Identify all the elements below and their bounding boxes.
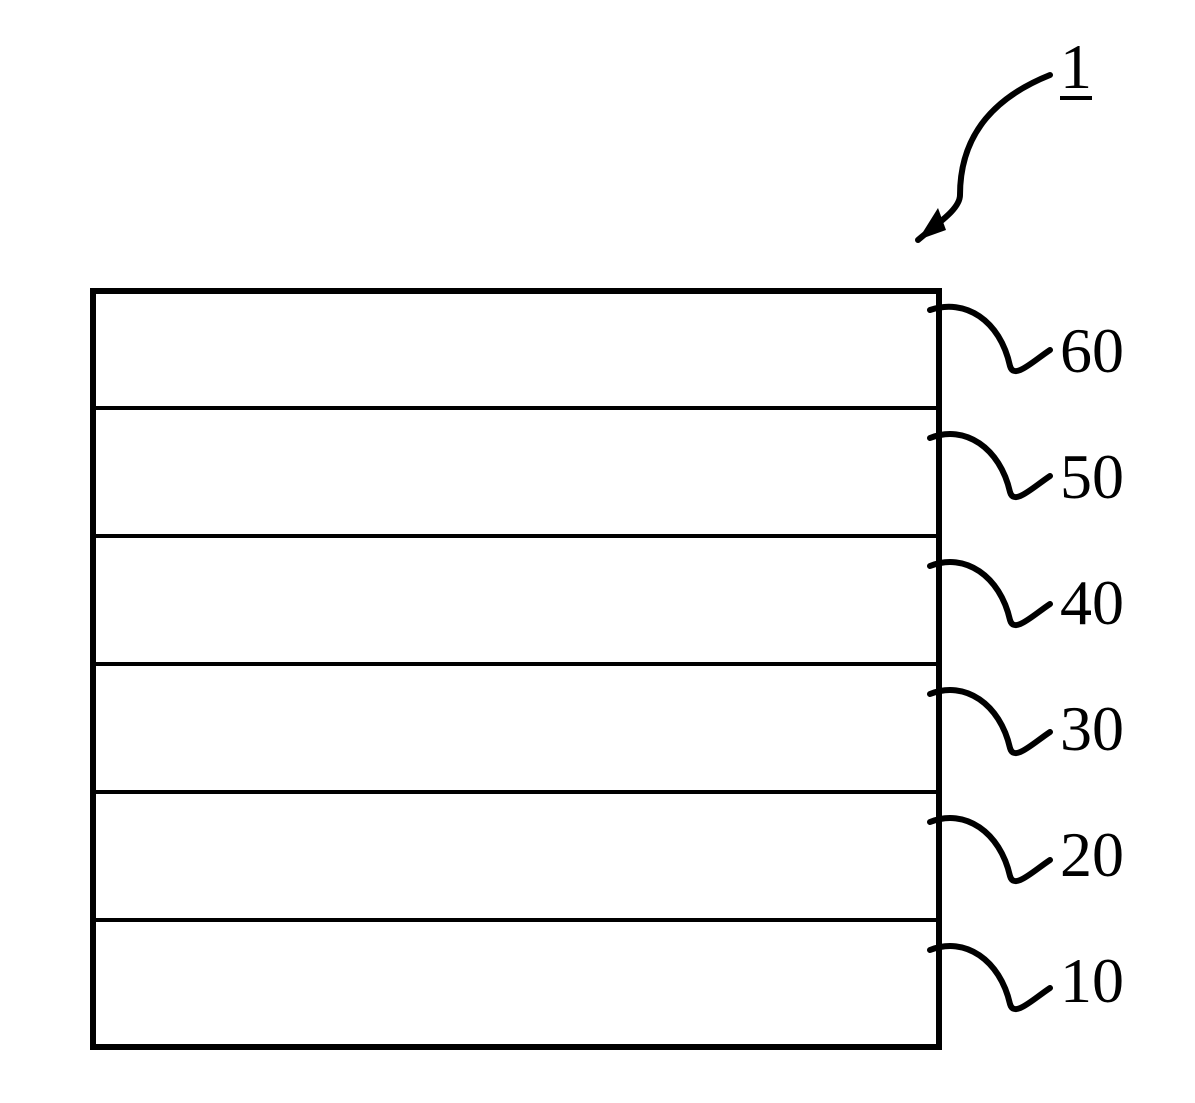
layer-label-30: 30 [1060, 692, 1124, 766]
layer-label-10: 10 [1060, 944, 1124, 1018]
layer-stack [90, 288, 942, 1050]
diagram-canvas: 1 60 50 40 30 20 10 [0, 0, 1195, 1103]
layer-50 [96, 406, 936, 534]
layer-40 [96, 534, 936, 662]
layer-label-40: 40 [1060, 566, 1124, 640]
layer-label-20: 20 [1060, 818, 1124, 892]
layer-label-60: 60 [1060, 314, 1124, 388]
assembly-reference-label: 1 [1060, 30, 1092, 104]
layer-60 [96, 294, 936, 406]
layer-20 [96, 790, 936, 918]
layer-10 [96, 918, 936, 1044]
layer-30 [96, 662, 936, 790]
layer-label-50: 50 [1060, 440, 1124, 514]
